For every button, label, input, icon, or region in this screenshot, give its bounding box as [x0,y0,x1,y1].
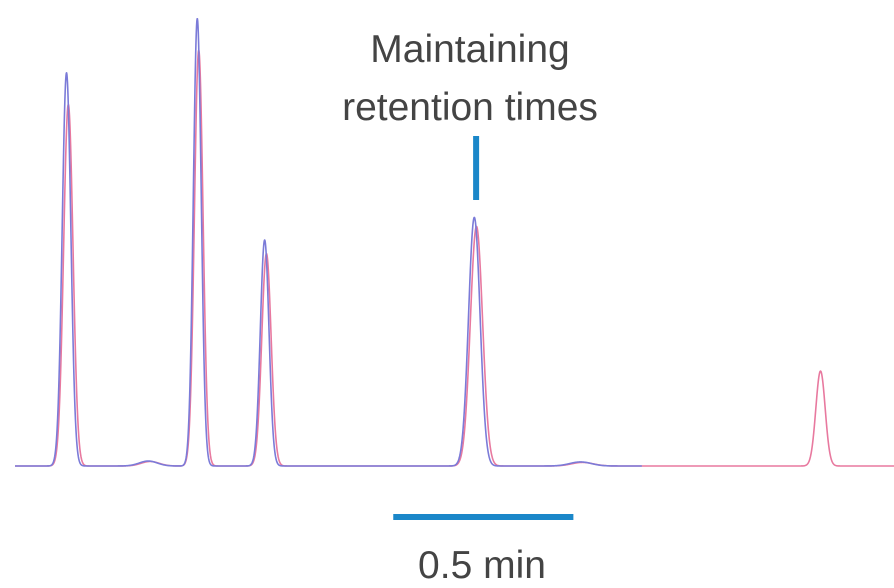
chromatogram-traces [14,18,894,467]
series-trace-blue [14,18,643,467]
scale-bar-label: 0.5 min [418,544,546,587]
annotation-line-2: retention times [342,86,598,129]
annotation-line-1: Maintaining [370,28,569,71]
